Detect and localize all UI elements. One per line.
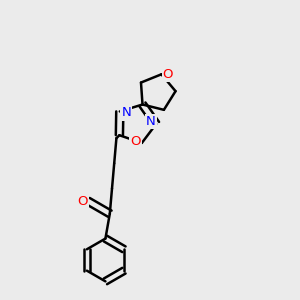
Text: O: O — [130, 135, 141, 148]
Text: O: O — [163, 68, 173, 81]
Text: N: N — [146, 115, 156, 128]
Text: O: O — [77, 195, 88, 208]
Text: N: N — [122, 106, 131, 119]
